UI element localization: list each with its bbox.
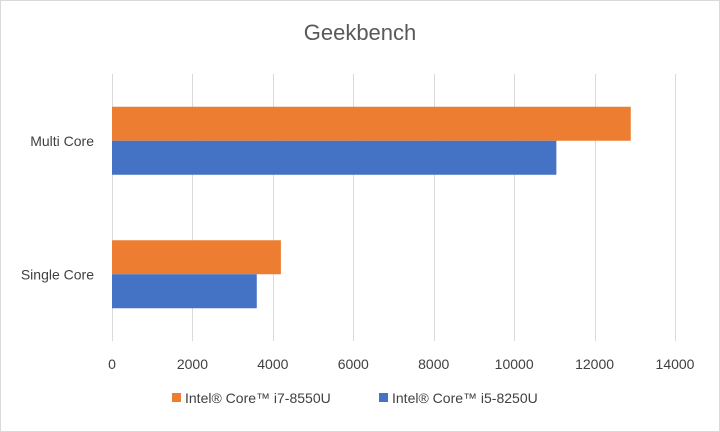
legend-label: Intel® Core™ i7-8550U bbox=[185, 390, 331, 406]
legend-swatch bbox=[172, 393, 181, 402]
legend-swatch bbox=[379, 393, 388, 402]
x-axis-ticks: 0 2000 4000 6000 8000 10000 12000 14000 bbox=[108, 356, 695, 372]
x-tick-label: 0 bbox=[108, 356, 116, 372]
x-tick-label: 10000 bbox=[495, 356, 534, 372]
legend-label: Intel® Core™ i5-8250U bbox=[392, 390, 538, 406]
bars bbox=[112, 106, 631, 309]
category-label: Single Core bbox=[21, 266, 94, 282]
bar bbox=[112, 274, 257, 309]
bar bbox=[112, 240, 281, 275]
x-tick-label: 2000 bbox=[177, 356, 208, 372]
bar bbox=[112, 140, 557, 175]
x-tick-label: 6000 bbox=[338, 356, 369, 372]
x-tick-label: 14000 bbox=[656, 356, 695, 372]
legend: Intel® Core™ i7-8550U Intel® Core™ i5-825… bbox=[172, 390, 538, 406]
x-tick-label: 4000 bbox=[257, 356, 288, 372]
y-axis-categories: Multi Core Single Core bbox=[21, 133, 94, 283]
x-tick-label: 8000 bbox=[418, 356, 449, 372]
bar bbox=[112, 106, 631, 141]
x-tick-label: 12000 bbox=[575, 356, 614, 372]
category-label: Multi Core bbox=[30, 133, 94, 149]
chart-title: Geekbench bbox=[304, 20, 417, 45]
